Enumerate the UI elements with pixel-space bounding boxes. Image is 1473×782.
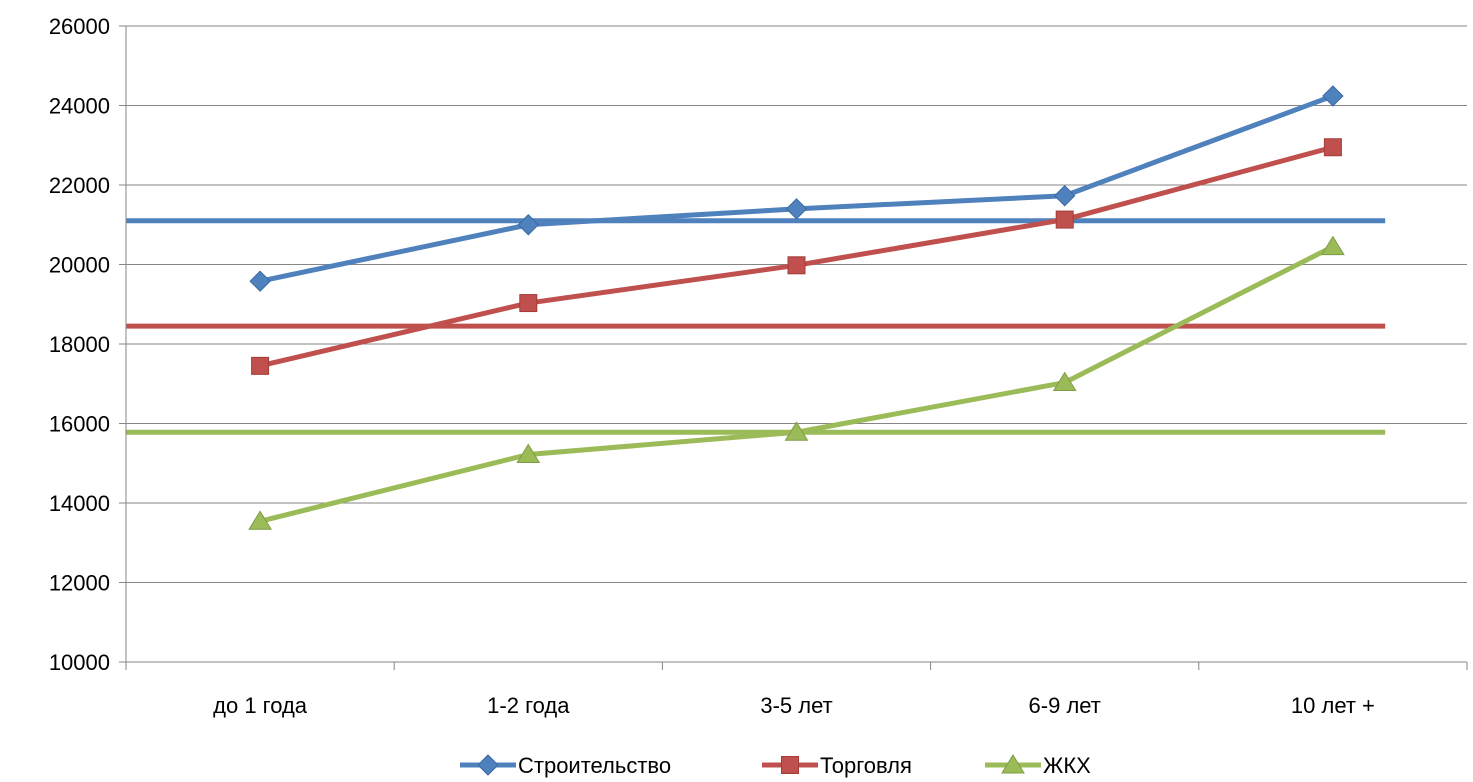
y-tick-label: 10000 <box>49 650 110 675</box>
x-tick-label: 1-2 года <box>487 693 570 718</box>
data-point <box>1322 85 1344 107</box>
legend-label: Строительство <box>518 753 671 778</box>
data-point <box>787 256 806 275</box>
data-point <box>1055 210 1074 229</box>
data-point <box>516 443 541 464</box>
series-lines <box>248 85 1345 530</box>
legend-marker <box>781 756 799 774</box>
legend-marker <box>1001 754 1025 774</box>
data-point <box>249 270 271 292</box>
y-axis-tick-labels: 10000 12000 14000 16000 18000 20000 22000 24000… <box>49 14 110 675</box>
data-point <box>517 214 540 236</box>
data-point <box>251 356 270 375</box>
y-tick-label: 16000 <box>49 412 110 437</box>
legend-label: Торговля <box>820 753 912 778</box>
x-tick-label: 6-9 лет <box>1029 693 1101 718</box>
data-point <box>1323 138 1342 157</box>
data-point <box>784 421 809 441</box>
average-lines <box>126 218 1386 435</box>
data-point <box>1321 235 1345 256</box>
y-tick-label: 26000 <box>49 14 110 39</box>
legend-marker <box>477 754 499 776</box>
y-tick-label: 12000 <box>49 571 110 596</box>
y-tick-label: 18000 <box>49 332 110 357</box>
y-tick-label: 14000 <box>49 491 110 516</box>
x-tick-label: 3-5 лет <box>760 693 832 718</box>
y-tick-label: 22000 <box>49 173 110 198</box>
y-tick-label: 20000 <box>49 253 110 278</box>
data-point <box>519 294 538 313</box>
data-point <box>785 198 808 220</box>
x-axis-tick-labels: до 1 года 1-2 года 3-5 лет 6-9 лет 10 лет + <box>213 693 1375 718</box>
legend-label: ЖКХ <box>1043 753 1091 778</box>
y-tick-label: 24000 <box>49 94 110 119</box>
x-tick-label: 10 лет + <box>1291 693 1375 718</box>
x-tick-label: до 1 года <box>213 693 308 718</box>
data-point <box>248 510 272 530</box>
axes <box>119 25 1468 670</box>
series-line <box>259 244 1335 524</box>
data-point <box>1052 371 1077 392</box>
legend: Строительство Торговля ЖКХ <box>460 753 1091 778</box>
gridlines <box>126 25 1467 583</box>
data-point <box>1053 185 1076 207</box>
